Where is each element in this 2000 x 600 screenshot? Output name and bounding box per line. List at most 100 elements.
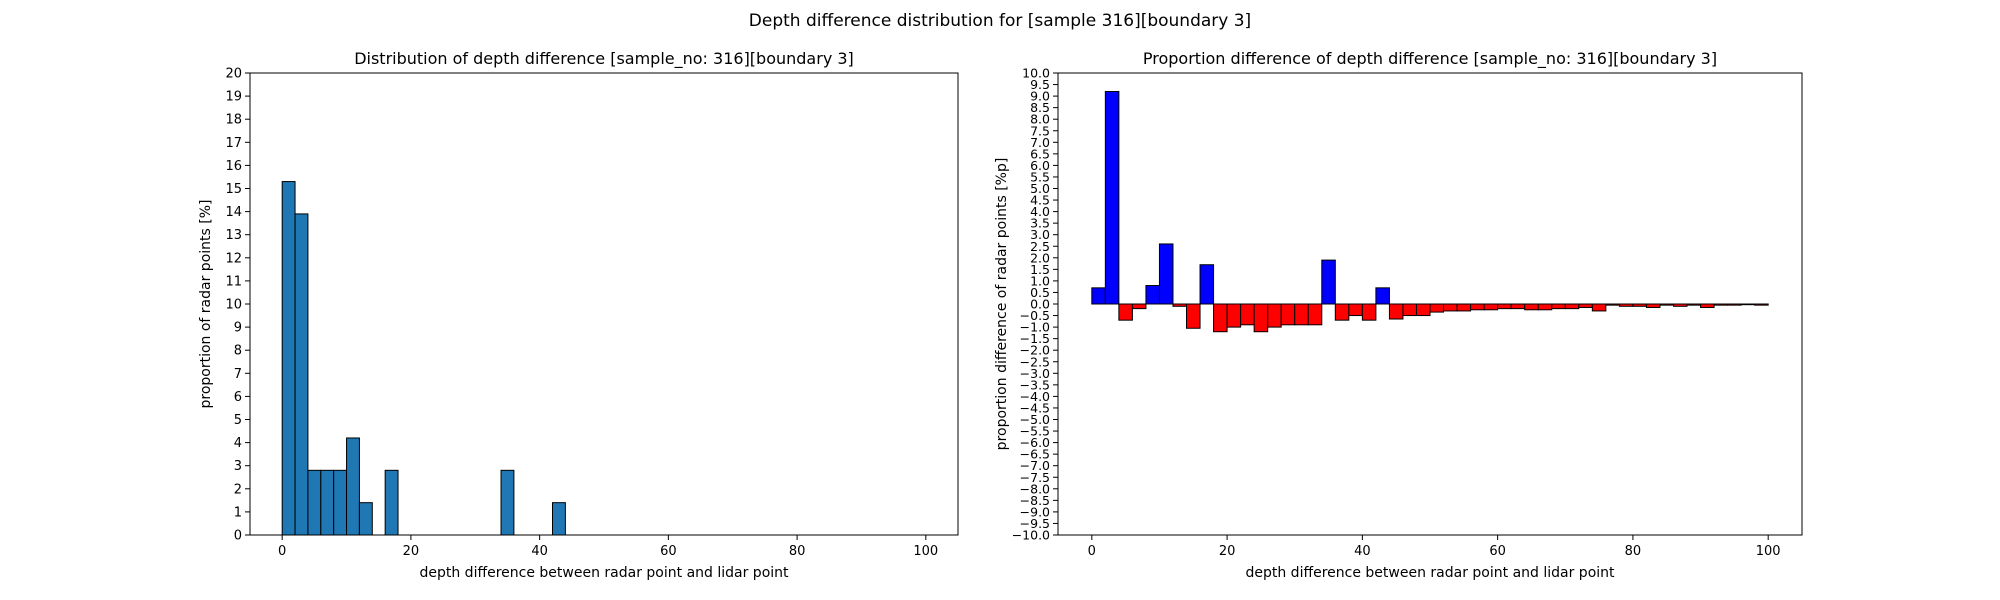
- bar: [1645, 303, 1661, 308]
- x-tick-label: 40: [531, 544, 548, 559]
- y-tick-label: −7.5: [1020, 470, 1050, 485]
- y-tick-label: 4.0: [1030, 204, 1050, 219]
- bar: [1213, 303, 1228, 333]
- y-tick-label: 20: [225, 67, 242, 82]
- y-tick-label: 5.0: [1030, 181, 1050, 196]
- y-tick-label: −7.0: [1020, 458, 1050, 473]
- bar: [1578, 303, 1593, 308]
- y-tick-label: −9.5: [1020, 516, 1050, 531]
- bar: [1470, 303, 1485, 311]
- y-tick-label: 7: [234, 367, 242, 382]
- y-tick-label: 0.5: [1030, 285, 1050, 300]
- bar: [1145, 285, 1160, 305]
- y-tick-label: 8.5: [1030, 100, 1050, 115]
- y-tick-label: −4.5: [1020, 400, 1050, 415]
- bar: [1564, 303, 1580, 310]
- bar: [1402, 303, 1417, 317]
- y-tick-label: 9.0: [1030, 89, 1050, 104]
- bar: [1524, 303, 1539, 311]
- bar: [1091, 287, 1106, 305]
- bar: [1118, 303, 1133, 321]
- y-tick-label: −6.0: [1020, 435, 1050, 450]
- chart-title: Proportion difference of depth differenc…: [1143, 49, 1717, 69]
- y-tick-label: −1.5: [1020, 331, 1050, 346]
- y-tick-label: 12: [225, 251, 242, 266]
- bar: [1104, 90, 1120, 305]
- bar: [294, 213, 309, 536]
- y-tick-label: 2: [234, 482, 242, 497]
- y-tick-label: 14: [225, 205, 242, 220]
- y-tick-label: 1: [234, 505, 242, 520]
- bar: [1294, 303, 1309, 326]
- bar: [1375, 287, 1390, 305]
- chart-title: Distribution of depth difference [sample…: [354, 49, 854, 69]
- bar: [1618, 303, 1634, 307]
- bar: [1483, 303, 1499, 311]
- bar: [1131, 303, 1147, 310]
- y-tick-label: 5: [234, 413, 242, 428]
- bar: [1226, 303, 1242, 328]
- x-tick-label: 80: [789, 544, 806, 559]
- bar: [1186, 303, 1201, 329]
- bar: [1686, 303, 1702, 306]
- y-tick-label: 0.0: [1030, 297, 1050, 312]
- y-axis-label: proportion of radar points [%]: [198, 199, 214, 408]
- x-tick-label: 20: [1219, 544, 1236, 559]
- bar: [552, 502, 566, 536]
- y-tick-label: 7.0: [1030, 135, 1050, 150]
- bar: [358, 502, 373, 536]
- bar: [1740, 303, 1756, 306]
- x-axis-label: depth difference between radar point and…: [419, 565, 789, 581]
- y-tick-label: 10: [225, 298, 242, 313]
- figure-suptitle: Depth difference distribution for [sampl…: [749, 11, 1251, 31]
- y-tick-label: 6: [234, 390, 242, 405]
- y-tick-label: 3.5: [1030, 216, 1050, 231]
- bar: [384, 469, 399, 536]
- x-tick-label: 20: [403, 544, 420, 559]
- y-tick-label: −5.5: [1020, 424, 1050, 439]
- y-tick-label: 3: [234, 459, 242, 474]
- y-tick-label: −10.0: [1012, 528, 1050, 543]
- y-tick-label: −1.0: [1020, 320, 1050, 335]
- y-tick-label: 9.5: [1030, 77, 1050, 92]
- bar: [1334, 303, 1350, 321]
- y-tick-label: 16: [225, 159, 242, 174]
- x-axis-label: depth difference between radar point and…: [1245, 565, 1615, 581]
- bar: [1443, 303, 1458, 312]
- y-tick-label: 2.5: [1030, 239, 1050, 254]
- bar: [1307, 303, 1323, 326]
- bar: [1605, 303, 1620, 306]
- proportion-difference-chart: Proportion difference of depth differenc…: [994, 49, 1803, 581]
- bar: [1429, 303, 1445, 313]
- y-tick-label: 6.5: [1030, 146, 1050, 161]
- bar: [1456, 303, 1472, 312]
- y-tick-label: −2.0: [1020, 343, 1050, 358]
- bar: [281, 181, 296, 536]
- y-tick-label: 8.0: [1030, 112, 1050, 127]
- bar: [1659, 303, 1674, 306]
- bar: [1172, 303, 1188, 307]
- y-tick-label: −6.5: [1020, 447, 1050, 462]
- x-tick-label: 100: [1756, 544, 1781, 559]
- bar: [1551, 303, 1566, 310]
- bar: [1700, 303, 1715, 308]
- bar: [1388, 303, 1404, 320]
- bar: [346, 437, 360, 536]
- bar: [1158, 243, 1174, 305]
- y-tick-label: 5.5: [1030, 169, 1050, 184]
- bar: [1497, 303, 1512, 310]
- y-tick-label: −3.0: [1020, 366, 1050, 381]
- bar: [307, 469, 322, 536]
- y-tick-label: −8.0: [1020, 481, 1050, 496]
- y-tick-label: 15: [225, 182, 242, 197]
- y-tick-label: 8: [234, 344, 242, 359]
- y-tick-label: 4: [234, 436, 242, 451]
- bar: [1415, 303, 1431, 317]
- y-tick-label: 2.0: [1030, 250, 1050, 265]
- bar: [1199, 264, 1215, 305]
- x-tick-label: 0: [1088, 544, 1096, 559]
- y-tick-label: 1.5: [1030, 262, 1050, 277]
- y-tick-label: 18: [225, 113, 242, 128]
- x-tick-label: 100: [913, 544, 938, 559]
